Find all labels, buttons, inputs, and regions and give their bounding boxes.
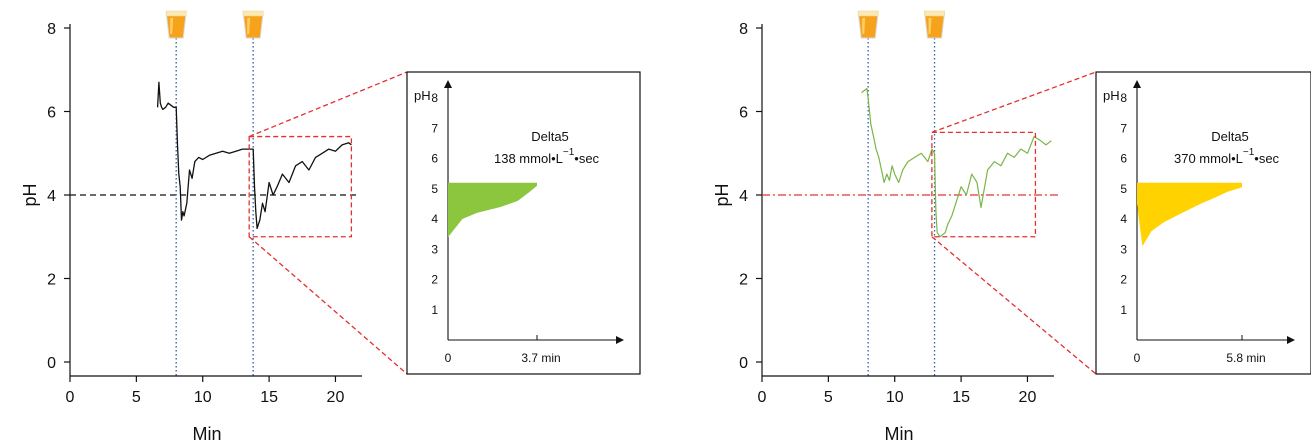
y-tick-label: 4 [47, 188, 56, 205]
inset-y-tick-label: 1 [431, 303, 438, 317]
inset-y-tick-label: 1 [1120, 303, 1127, 317]
delta5-value-unit: •sec [574, 151, 599, 166]
y-tick-label: 2 [47, 272, 56, 289]
inset-y-tick-label: 3 [431, 242, 438, 256]
zoom-connector-bottom [931, 236, 1097, 375]
y-tick-label: 0 [739, 355, 748, 372]
y-axis-label: pH [20, 183, 40, 206]
inset-x-arrow [616, 336, 624, 344]
inset-y-tick-label: 8 [431, 91, 438, 105]
x-axis-label: Min [192, 424, 221, 444]
inset-y-tick-label: 2 [1120, 273, 1127, 287]
inset-y-tick-label: 8 [1120, 91, 1127, 105]
acid-exposure-area [448, 182, 537, 238]
x-tick-label: 0 [758, 389, 767, 406]
delta5-title: Delta5 [531, 129, 569, 144]
right-panel: 0 2 4 6 8 0 5 10 15 20 Min pH pH 1 2 3 4 5 6 7 8 0 5.8 min Delt… [712, 10, 1311, 444]
inset-y-arrow [1133, 80, 1141, 88]
juice-glass-foam [165, 10, 187, 17]
inset-x-arrow [1287, 336, 1295, 344]
x-tick-label: 20 [1019, 389, 1037, 406]
inset-y-axis-label: pH [414, 88, 431, 103]
inset-y-tick-label: 6 [431, 152, 438, 166]
inset-y-arrow [444, 80, 452, 88]
juice-glass-foam [924, 10, 945, 17]
y-tick-label: 0 [47, 355, 56, 372]
inset-y-tick-label: 2 [431, 273, 438, 287]
inset-x-tick-label: 0 [1134, 351, 1141, 365]
x-tick-label: 15 [260, 389, 278, 406]
x-tick-label: 5 [824, 389, 833, 406]
inset-y-tick-label: 3 [1120, 242, 1127, 256]
delta5-value: 370 mmol•L−1•sec [1174, 147, 1280, 166]
y-tick-label: 6 [47, 105, 56, 122]
delta5-title: Delta5 [1211, 129, 1249, 144]
inset-y-tick-label: 5 [1120, 182, 1127, 196]
zoom-box [931, 131, 1037, 238]
inset-y-tick-label: 7 [431, 121, 438, 135]
delta5-value: 138 mmol•L−1•sec [494, 147, 600, 166]
juice-glass-icon [242, 10, 264, 39]
juice-glass-shine [862, 18, 866, 34]
juice-glass-shine [928, 18, 932, 34]
inset-frame [406, 71, 641, 375]
inset-y-tick-label: 4 [431, 212, 438, 226]
inset-y-tick-label: 6 [1120, 152, 1127, 166]
y-tick-label: 8 [47, 21, 56, 38]
ph-trace-line [861, 87, 1052, 238]
ph-trace-line [156, 81, 352, 230]
inset-x-tick-label: 3.7 min [521, 351, 560, 365]
y-tick-label: 8 [739, 21, 748, 38]
y-tick-label: 6 [739, 105, 748, 122]
inset-x-tick-label: 5.8 min [1226, 351, 1265, 365]
left-panel: 0 2 4 6 8 0 5 10 15 20 Min pH pH 1 2 3 4 5 6 7 8 0 3.7 min Delt… [20, 10, 641, 444]
delta5-value-superscript: −1 [563, 147, 575, 158]
juice-glass-icon [857, 10, 879, 39]
x-tick-label: 20 [327, 389, 345, 406]
juice-glass-foam [857, 10, 879, 17]
inset-y-tick-label: 5 [431, 182, 438, 196]
x-tick-label: 15 [952, 389, 970, 406]
x-tick-label: 5 [132, 389, 141, 406]
x-axis-label: Min [884, 424, 913, 444]
delta5-value-number: 370 mmol•L [1174, 151, 1243, 166]
delta5-value-superscript: −1 [1243, 147, 1255, 158]
inset-y-tick-label: 4 [1120, 212, 1127, 226]
x-tick-label: 0 [66, 389, 75, 406]
inset-frame [1095, 71, 1311, 375]
y-tick-label: 4 [739, 188, 748, 205]
inset-x-tick-label: 0 [445, 351, 452, 365]
zoom-box [248, 135, 353, 238]
juice-glass-shine [170, 18, 174, 34]
inset-y-axis-label: pH [1103, 88, 1120, 103]
juice-glass-icon [923, 10, 946, 39]
juice-glass-shine [247, 18, 251, 34]
acid-exposure-area [1137, 182, 1242, 247]
y-axis-label: pH [712, 183, 732, 206]
zoom-connector-top [931, 71, 1097, 133]
delta5-value-unit: •sec [1254, 151, 1279, 166]
x-tick-label: 10 [194, 389, 212, 406]
x-tick-label: 10 [886, 389, 904, 406]
inset-y-tick-label: 7 [1120, 121, 1127, 135]
zoom-connector-top [248, 71, 408, 138]
y-tick-label: 2 [739, 272, 748, 289]
juice-glass-foam [242, 10, 264, 17]
delta5-value-number: 138 mmol•L [494, 151, 563, 166]
juice-glass-icon [165, 10, 187, 39]
zoom-connector-bottom [248, 236, 408, 375]
